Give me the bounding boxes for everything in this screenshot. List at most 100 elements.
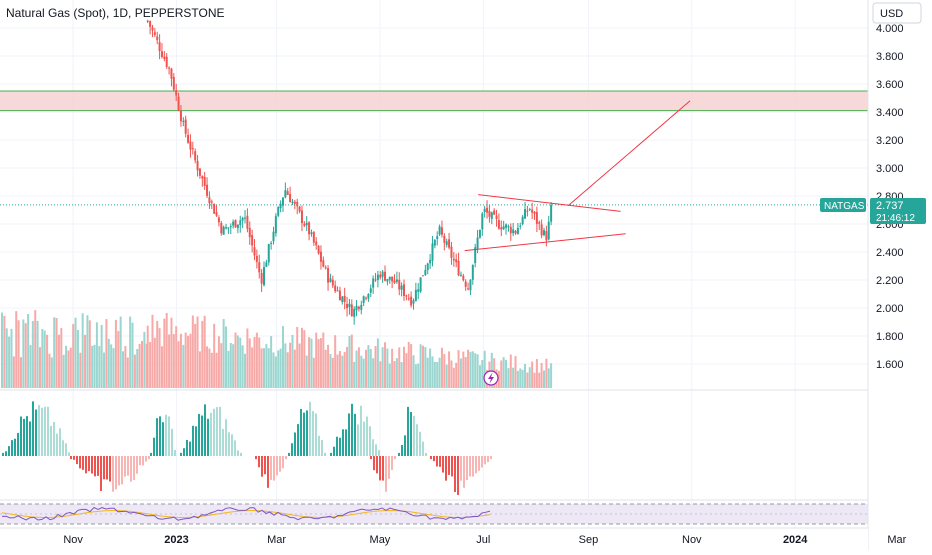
- candle-body: [346, 304, 349, 309]
- volume-bar: [315, 332, 318, 388]
- histogram-bar: [276, 456, 278, 476]
- volume-bar: [215, 352, 218, 388]
- candle-body: [258, 262, 261, 273]
- price-tick-label: 1.800: [876, 331, 904, 343]
- histogram-bar: [237, 450, 239, 456]
- candle-body: [478, 229, 481, 238]
- candle-body: [315, 241, 318, 246]
- volume-bar: [386, 348, 389, 388]
- histogram-bar: [65, 443, 67, 456]
- histogram-bar: [363, 421, 365, 456]
- volume-bar: [281, 326, 284, 388]
- candle-body: [462, 275, 465, 281]
- volume-bar: [133, 354, 136, 388]
- time-axis[interactable]: Nov 2023 Mar May Jul Sep Nov 2024 Mar: [0, 529, 907, 550]
- candle-body: [424, 269, 427, 276]
- candle-body: [350, 304, 353, 317]
- histogram-bar: [481, 456, 483, 468]
- histogram-bar: [288, 452, 290, 456]
- volume-bar: [112, 348, 115, 388]
- volume-bar: [213, 323, 216, 388]
- candle-body: [516, 227, 519, 235]
- histogram-bar: [213, 408, 215, 456]
- histogram-bar: [391, 456, 393, 470]
- candle-body: [533, 211, 536, 214]
- candle-body: [372, 278, 375, 288]
- volume-bar: [38, 347, 41, 388]
- histogram-bar: [351, 403, 353, 456]
- candle-body: [319, 251, 322, 262]
- volume-bar: [27, 313, 30, 388]
- histogram-bar: [26, 416, 28, 456]
- candle-body: [381, 271, 384, 277]
- candle-body: [286, 191, 289, 195]
- histogram-bar: [68, 452, 70, 456]
- volume-bar: [343, 351, 346, 388]
- lightning-icon[interactable]: [483, 370, 499, 386]
- histogram-bar: [216, 407, 218, 456]
- candle-body: [369, 288, 372, 293]
- candle-body: [512, 229, 515, 234]
- histogram-bar: [2, 452, 4, 456]
- candle-body: [357, 306, 360, 309]
- volume-bar: [540, 363, 543, 388]
- volume-bar: [93, 344, 96, 388]
- volume-bar: [253, 337, 256, 388]
- volume-bar: [410, 344, 413, 388]
- volume-bar: [138, 344, 141, 388]
- histogram-bar: [183, 448, 185, 456]
- histogram-bar: [97, 456, 99, 476]
- candle-body: [334, 285, 337, 292]
- price-tick-label: 2.200: [876, 275, 904, 287]
- candle-body: [146, 20, 149, 22]
- resistance-zone[interactable]: [0, 91, 868, 111]
- volume-bar: [324, 349, 327, 388]
- volume-bar: [346, 346, 349, 388]
- histogram-bar: [50, 425, 52, 456]
- triangle-trendline[interactable]: [478, 194, 621, 212]
- volume-bar: [151, 314, 154, 388]
- candle-body: [279, 203, 282, 209]
- histogram-bar: [47, 406, 49, 456]
- histogram-bar: [484, 456, 486, 465]
- triangle-trendline[interactable]: [464, 233, 626, 252]
- volume-bar: [48, 353, 51, 388]
- candle-body: [184, 119, 187, 134]
- histogram-bar: [201, 415, 203, 456]
- volume-bars: [1, 310, 553, 388]
- histogram-bar: [41, 407, 43, 456]
- pane-separators: [0, 389, 932, 529]
- candle-body: [412, 300, 415, 304]
- volume-bar: [362, 358, 365, 388]
- volume-bar: [19, 357, 22, 388]
- histogram-bar: [445, 456, 447, 481]
- volume-bar: [360, 355, 363, 388]
- volume-bar: [84, 334, 87, 388]
- trendline-drawings[interactable]: [464, 100, 691, 252]
- volume-bar: [122, 351, 125, 388]
- histogram-bar: [378, 450, 380, 456]
- volume-bar: [322, 332, 325, 388]
- histogram-bar: [14, 438, 16, 456]
- breakout-projection-line[interactable]: [567, 100, 691, 207]
- symbol-title[interactable]: Natural Gas (Spot), 1D, PEPPERSTONE: [6, 6, 225, 20]
- candle-body: [206, 184, 209, 196]
- histogram-bar: [318, 435, 320, 456]
- candle-body: [448, 239, 451, 248]
- candle-body: [251, 235, 254, 246]
- volume-bar: [191, 315, 194, 388]
- histogram-bar: [192, 425, 194, 456]
- volume-bar: [34, 310, 37, 388]
- volume-bar: [22, 319, 25, 388]
- volume-bar: [217, 336, 220, 388]
- currency-button[interactable]: USD: [872, 2, 922, 24]
- volume-bar: [395, 358, 398, 388]
- volume-bar: [419, 344, 422, 388]
- price-axis[interactable]: 4.0003.8003.6003.4003.2003.0002.8002.600…: [867, 0, 932, 550]
- momentum-histogram: 0.0500.000: [2, 399, 904, 495]
- volume-bar: [298, 343, 301, 388]
- histogram-bar: [354, 413, 356, 456]
- volume-bar: [184, 332, 187, 388]
- volume-bar: [260, 348, 263, 388]
